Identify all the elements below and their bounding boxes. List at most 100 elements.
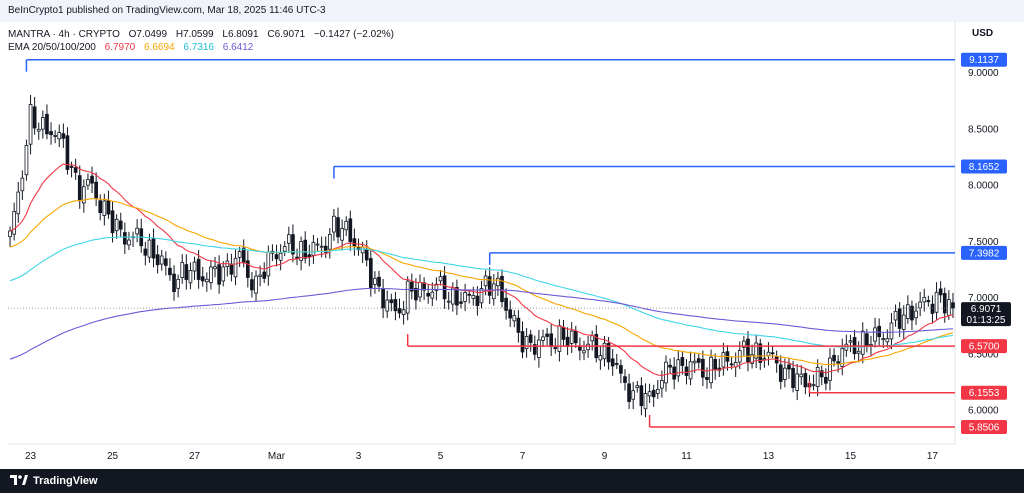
candle-up [315, 243, 320, 246]
candle-up [901, 314, 906, 330]
candle-up [180, 262, 185, 278]
candle-up [286, 234, 291, 244]
candle-up [344, 220, 349, 231]
candle-up [799, 373, 804, 378]
candle-up [906, 304, 910, 319]
candle-down [508, 309, 513, 319]
candle-down [770, 352, 775, 355]
change-value: −0.1427 (−2.02%) [313, 29, 394, 40]
candle-down [746, 338, 750, 363]
ema-label[interactable]: EMA 20/50/100/200 [8, 42, 96, 53]
candle-down [877, 325, 881, 338]
y-tick-label: 6.5000 [968, 349, 999, 360]
candle-up [434, 283, 439, 291]
candle-up [12, 211, 16, 235]
ema20-value: 6.7970 [104, 42, 136, 53]
candle-up [266, 251, 271, 277]
candle-up [86, 179, 90, 186]
current-price-tag [961, 302, 1011, 327]
candle-down [836, 361, 840, 364]
candle-down [98, 200, 103, 214]
publish-bar: BeInCrypto1 published on TradingView.com… [0, 0, 1024, 22]
candle-down [705, 377, 709, 380]
candle-down [442, 275, 447, 300]
candle-up [36, 128, 41, 132]
candle-down [573, 330, 578, 344]
x-tick-label: Mar [268, 451, 286, 462]
candle-up [655, 388, 660, 394]
candle-down [262, 271, 267, 279]
candle-up [934, 291, 939, 313]
candle-up [602, 342, 607, 360]
candle-countdown-label: 01:13:25 [967, 315, 1006, 326]
candle-down [897, 308, 902, 329]
candle-up [918, 301, 922, 309]
price-chart[interactable]: 9.0000 8.5000 8.0000 7.5000 7.0000 6.5000 6.00… [0, 0, 1024, 469]
candle-up [192, 261, 197, 272]
candle-down [295, 256, 299, 259]
candle-up [947, 299, 951, 316]
candle-up [446, 300, 451, 303]
y-tick-label: 9.0000 [968, 68, 999, 79]
close-value: C6.9071 [267, 29, 306, 40]
candle-down [672, 366, 677, 380]
candle-up [24, 144, 29, 176]
candle-down [561, 326, 566, 340]
x-tick-label: 27 [189, 451, 201, 462]
candle-up [237, 251, 242, 258]
candle-up [856, 350, 861, 354]
candle-down [307, 254, 312, 258]
brand-label: TradingView [33, 475, 98, 487]
candle-down [303, 239, 308, 259]
candle-down [832, 354, 836, 362]
candle-down [168, 267, 172, 276]
currency-label[interactable]: USD [972, 28, 994, 39]
candle-down [336, 217, 340, 238]
candle-down [106, 200, 111, 215]
candle-up [332, 215, 336, 233]
candle-up [147, 239, 152, 258]
candle-down [455, 287, 459, 306]
symbol-label[interactable]: MANTRA · 4h · CRYPTO [8, 29, 120, 40]
footer-bar: TradingView [0, 469, 1024, 493]
tradingview-brand[interactable]: TradingView [10, 475, 98, 487]
candle-up [590, 335, 595, 342]
candle-down [32, 106, 37, 129]
candle-down [701, 358, 705, 378]
candle-down [528, 334, 533, 343]
candle-up [635, 385, 640, 388]
candle-up [204, 278, 209, 283]
candle-up [401, 309, 406, 315]
candle-down [323, 245, 328, 253]
candle-up [496, 277, 500, 287]
candle-up [188, 270, 193, 284]
candle-up [688, 361, 693, 380]
candle-up [258, 274, 262, 277]
candle-up [795, 373, 800, 391]
ema200-value: 6.6412 [222, 42, 254, 53]
candle-down [389, 299, 394, 304]
candle-up [282, 246, 287, 252]
candle-down [951, 302, 955, 309]
ema100-value: 6.7316 [183, 42, 214, 53]
candle-down [619, 365, 623, 374]
ema50-value: 6.6694 [144, 42, 175, 53]
support-level-tag [961, 385, 1007, 400]
candle-up [914, 310, 918, 319]
candle-down [610, 358, 615, 367]
open-value: O7.0499 [128, 29, 168, 40]
candle-down [614, 363, 619, 365]
candle-up [430, 291, 435, 299]
candle-down [217, 264, 221, 285]
candle-up [631, 390, 636, 400]
candle-up [848, 340, 853, 343]
candle-down [368, 258, 373, 289]
candle-down [397, 308, 402, 314]
candle-up [524, 336, 529, 350]
candle-down [393, 299, 398, 312]
candle-up [569, 330, 574, 344]
candle-down [172, 273, 176, 293]
candle-down [467, 293, 472, 296]
candle-down [274, 254, 279, 260]
candle-up [815, 367, 820, 388]
